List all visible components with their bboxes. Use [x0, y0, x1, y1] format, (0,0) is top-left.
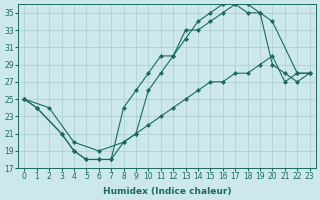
- X-axis label: Humidex (Indice chaleur): Humidex (Indice chaleur): [103, 187, 231, 196]
